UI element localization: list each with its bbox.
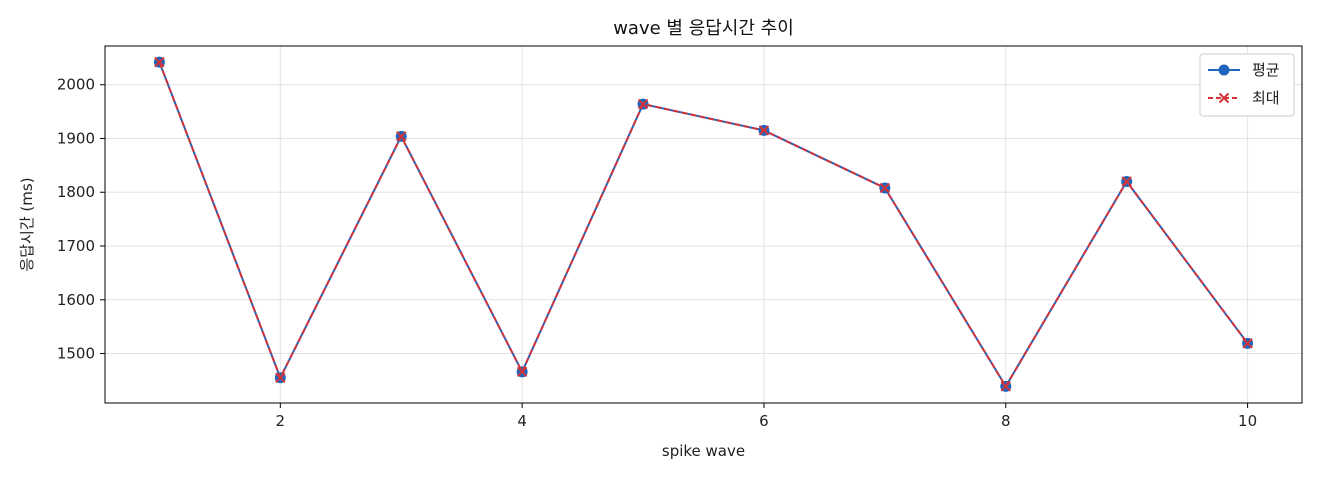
data-point-x (275, 372, 286, 383)
legend-item: 평균 (1208, 61, 1280, 79)
legend-marker-circle (1218, 64, 1230, 76)
y-tick-label: 1600 (57, 291, 95, 309)
data-point-x (637, 98, 649, 110)
y-tick-label: 1900 (57, 129, 95, 147)
legend-box (1199, 53, 1295, 117)
data-point-x (1121, 176, 1132, 187)
y-tick-label: 1500 (57, 345, 95, 363)
data-point-x (396, 131, 407, 142)
data-point-x (516, 366, 528, 378)
series-layer (153, 56, 1254, 392)
x-tick-label: 6 (759, 412, 769, 430)
x-tick-label: 2 (276, 412, 286, 430)
data-point-x (1242, 338, 1253, 349)
series-line (158, 61, 1249, 388)
tick-layer: 2 4 6 8 10 1500 1600 1700 1800 1900 2000 (57, 76, 1257, 430)
y-tick-label: 1700 (57, 237, 95, 255)
data-point-x (154, 56, 165, 68)
series-2 (154, 56, 1253, 392)
x-tick-label: 4 (517, 412, 527, 430)
y-axis-label: 응답시간 (ms) (18, 177, 36, 271)
legend-item: 최대 (1208, 89, 1280, 107)
data-point-x (1000, 381, 1011, 392)
data-point-x (879, 182, 891, 194)
legend-marker-x (1218, 92, 1230, 104)
grid (105, 46, 1302, 403)
chart-title: wave 별 응답시간 추이 (613, 18, 794, 39)
x-axis-label: spike wave (662, 442, 745, 460)
x-tick-label: 10 (1238, 412, 1257, 430)
legend-label: 평균 (1252, 61, 1280, 79)
plot-frame (104, 45, 1303, 404)
y-tick-label: 1800 (57, 183, 95, 201)
data-point-x (758, 125, 770, 136)
y-tick-label: 2000 (57, 76, 95, 94)
x-tick-label: 8 (1001, 412, 1011, 430)
legend-label: 최대 (1252, 89, 1280, 107)
